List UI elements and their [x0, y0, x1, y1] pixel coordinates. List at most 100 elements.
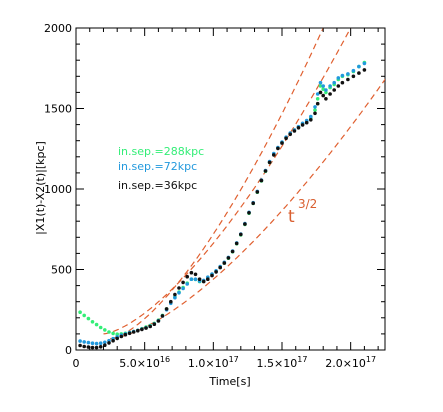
- data-point: [185, 282, 189, 286]
- y-axis-ticks: 0 500 1000 1500 2000: [44, 22, 385, 357]
- data-point: [90, 320, 95, 324]
- data-point: [94, 322, 99, 327]
- data-point: [309, 114, 313, 119]
- data-point: [362, 61, 367, 66]
- data-point: [189, 277, 194, 282]
- data-point: [239, 232, 243, 237]
- data-point: [189, 270, 194, 275]
- data-point: [111, 331, 115, 336]
- data-point: [107, 330, 111, 334]
- series-0: [78, 60, 367, 337]
- data-point: [78, 343, 82, 348]
- x-tick-label: 1.5×1017: [257, 355, 308, 370]
- data-point: [313, 105, 317, 109]
- data-point: [263, 169, 268, 173]
- x-axis-label: Time[s]: [208, 375, 250, 388]
- data-point: [247, 211, 251, 215]
- data-point: [197, 277, 202, 282]
- data-point: [313, 108, 317, 112]
- data-point: [300, 123, 305, 127]
- data-point: [230, 249, 235, 254]
- data-point: [318, 80, 323, 85]
- data-series: [78, 60, 367, 350]
- data-point: [255, 190, 260, 194]
- data-point: [272, 153, 276, 157]
- data-point: [156, 319, 161, 323]
- data-point: [131, 330, 136, 334]
- data-point: [119, 334, 124, 339]
- data-point: [351, 74, 356, 79]
- data-point: [292, 129, 297, 133]
- data-point: [332, 88, 337, 92]
- data-point: [103, 340, 107, 345]
- t32-annotation-exponent: 3/2: [298, 197, 317, 211]
- data-point: [94, 345, 99, 350]
- data-point: [169, 299, 173, 304]
- data-point: [280, 141, 284, 145]
- data-point: [206, 277, 210, 282]
- data-point: [309, 118, 313, 122]
- data-point: [90, 341, 95, 346]
- data-point: [328, 84, 332, 88]
- data-point: [82, 344, 86, 349]
- data-point: [111, 338, 115, 343]
- legend-entry-288kpc: in.sep.=288kpc: [118, 145, 204, 158]
- data-point: [177, 286, 181, 290]
- data-point: [136, 328, 140, 333]
- data-point: [173, 292, 177, 297]
- data-point: [362, 68, 367, 72]
- data-point: [193, 277, 198, 282]
- y-tick-label: 500: [51, 264, 72, 277]
- fit-curve-1: [110, 78, 385, 340]
- data-point: [296, 126, 301, 130]
- data-point: [144, 326, 148, 330]
- series-1: [78, 61, 367, 346]
- data-point: [115, 336, 119, 341]
- y-axis-label: |X1(t)-X2(t)|[kpc]: [34, 141, 47, 235]
- data-point: [259, 178, 264, 183]
- y-tick-label: 0: [65, 344, 72, 357]
- data-point: [164, 307, 169, 311]
- data-point: [340, 80, 345, 85]
- data-point: [318, 84, 323, 88]
- data-point: [181, 280, 185, 285]
- data-point: [177, 291, 181, 295]
- data-point: [218, 265, 222, 270]
- x-tick-label: 5.0×1016: [119, 355, 170, 370]
- data-point: [315, 92, 320, 96]
- data-point: [152, 322, 157, 327]
- t32-annotation-base: t: [288, 207, 295, 227]
- data-point: [321, 93, 326, 98]
- legend-entry-36kpc: in.sep.=36kpc: [118, 179, 197, 192]
- data-point: [324, 97, 328, 101]
- data-point: [313, 111, 317, 116]
- x-tick-label: 2.0×1017: [325, 355, 376, 370]
- data-point: [98, 341, 103, 346]
- data-point: [357, 64, 361, 69]
- data-point: [336, 76, 341, 80]
- data-point: [78, 310, 82, 315]
- y-tick-label: 2000: [44, 22, 72, 35]
- data-point: [90, 345, 95, 350]
- data-point: [201, 279, 206, 284]
- data-point: [321, 87, 326, 91]
- data-point: [98, 325, 103, 330]
- data-point: [346, 77, 350, 82]
- data-point: [107, 341, 111, 345]
- data-point: [321, 84, 326, 88]
- data-point: [98, 345, 103, 349]
- data-point: [82, 340, 86, 344]
- data-point: [78, 339, 82, 343]
- data-point: [222, 261, 227, 265]
- data-point: [346, 72, 350, 76]
- data-point: [181, 286, 185, 291]
- data-point: [160, 314, 165, 318]
- fit-curve-2: [110, 28, 324, 340]
- data-point: [148, 324, 152, 329]
- data-point: [351, 68, 356, 73]
- data-point: [315, 101, 320, 106]
- data-point: [243, 222, 247, 226]
- data-point: [267, 160, 272, 165]
- legend: in.sep.=288kpc in.sep.=72kpc in.sep.=36k…: [118, 145, 204, 192]
